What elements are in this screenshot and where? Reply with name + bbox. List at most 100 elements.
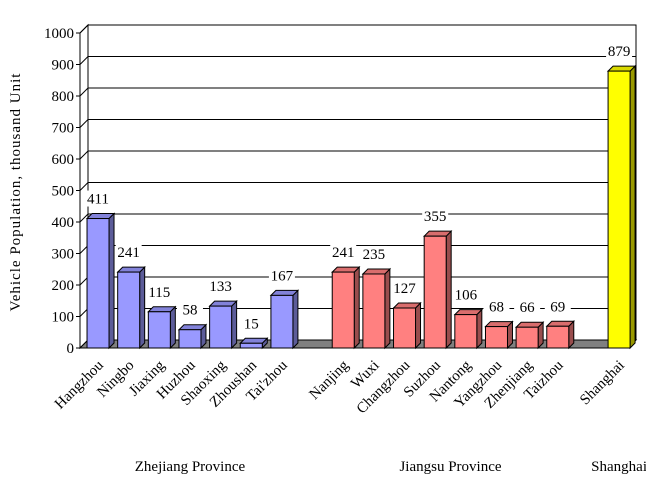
- bar: [86, 218, 110, 349]
- bar-side: [169, 305, 176, 350]
- bar: [393, 307, 417, 349]
- bar-group: [239, 337, 269, 350]
- bar: [270, 294, 294, 349]
- bar: [117, 271, 141, 349]
- group-label: Zhejiang Province: [135, 459, 246, 475]
- data-label-bg: [391, 279, 418, 296]
- bar-top: [514, 321, 545, 328]
- bar-top: [208, 300, 238, 307]
- data-label: 69: [550, 299, 565, 315]
- y-tick-label: 800: [52, 89, 75, 105]
- bar-top: [422, 230, 453, 237]
- bar-top: [453, 309, 484, 316]
- data-label: 411: [87, 192, 109, 208]
- data-label: 66: [520, 300, 536, 316]
- grid-line: [79, 182, 89, 191]
- y-tick-label: 900: [52, 58, 75, 74]
- bar-group: [514, 321, 545, 350]
- bar-top: [116, 266, 146, 273]
- data-label-bg: [115, 244, 142, 261]
- bar: [239, 342, 263, 349]
- data-label: 879: [608, 44, 631, 60]
- bar-top: [85, 213, 116, 220]
- y-tick-label: 300: [52, 247, 75, 263]
- data-label-bg: [330, 244, 357, 261]
- data-label: 133: [209, 279, 232, 295]
- bar-group: [545, 320, 575, 350]
- bar-side: [445, 229, 452, 350]
- y-tick-label: 200: [52, 278, 75, 294]
- bar-group: [392, 301, 422, 350]
- bar-group: [331, 265, 361, 350]
- y-tick-label: 100: [52, 310, 75, 326]
- bar-top: [392, 302, 422, 309]
- bar-group: [422, 229, 453, 350]
- bar-group: [177, 323, 208, 350]
- grid-line: [79, 150, 89, 160]
- grid-line: [79, 24, 89, 34]
- grid-line: [79, 213, 89, 223]
- bar-side: [231, 299, 238, 350]
- y-axis-title: Vehicle Population, thousand Unit: [8, 73, 24, 312]
- data-label-bg: [268, 267, 295, 284]
- data-label-bg: [238, 315, 265, 332]
- data-label: 241: [332, 245, 355, 261]
- data-label-bg: [606, 43, 633, 60]
- bar-side: [108, 212, 115, 350]
- data-label: 241: [117, 245, 140, 261]
- bar: [454, 314, 478, 349]
- y-tick-label: 400: [52, 215, 75, 231]
- grid-line: [79, 56, 89, 65]
- bar: [546, 325, 570, 349]
- bar-top: [545, 320, 575, 327]
- group-label: Shanghai: [591, 459, 646, 475]
- bar: [607, 70, 631, 349]
- data-label: 127: [393, 281, 416, 297]
- bar: [147, 311, 171, 349]
- bar-group: [361, 267, 392, 350]
- y-tick-label: 500: [52, 184, 75, 200]
- bar: [484, 326, 508, 349]
- y-tick-label: 1000: [44, 26, 74, 42]
- data-label-bg: [146, 283, 173, 300]
- bar-group: [85, 212, 116, 350]
- bar-side: [292, 289, 299, 350]
- data-label: 115: [148, 285, 170, 301]
- data-label-bg: [483, 298, 510, 315]
- bar-side: [476, 308, 483, 350]
- data-label-bg: [452, 286, 479, 303]
- data-label-bg: [85, 190, 112, 207]
- bar: [515, 326, 539, 349]
- data-label: 106: [455, 288, 478, 304]
- group-label: Jiangsu Province: [399, 459, 501, 475]
- bar-top: [606, 65, 637, 72]
- bar-top: [331, 266, 361, 273]
- bar-side: [139, 265, 146, 350]
- bar-side: [353, 265, 360, 350]
- grid-line: [79, 87, 89, 97]
- bar: [331, 271, 355, 349]
- bar-group: [269, 289, 300, 350]
- data-label-bg: [207, 278, 234, 295]
- y-tick-label: 0: [67, 341, 75, 357]
- bar: [423, 235, 447, 349]
- bar-side: [629, 64, 636, 350]
- bar-top: [147, 306, 177, 313]
- bar: [209, 305, 233, 349]
- grid-line: [79, 119, 89, 128]
- bar: [362, 273, 386, 349]
- data-label-bg: [544, 298, 571, 315]
- data-label-bg: [360, 245, 387, 262]
- bar-top: [177, 324, 208, 331]
- data-label: 235: [363, 247, 386, 263]
- bar: [178, 329, 202, 349]
- bar-group: [116, 265, 146, 350]
- x-tick-label: Shanghai: [577, 358, 628, 409]
- bar-top: [361, 268, 392, 275]
- data-label-bg: [514, 299, 541, 316]
- bar-top: [269, 289, 300, 296]
- y-tick-label: 700: [52, 121, 75, 137]
- bar-side: [415, 301, 422, 350]
- data-label-bg: [176, 301, 203, 318]
